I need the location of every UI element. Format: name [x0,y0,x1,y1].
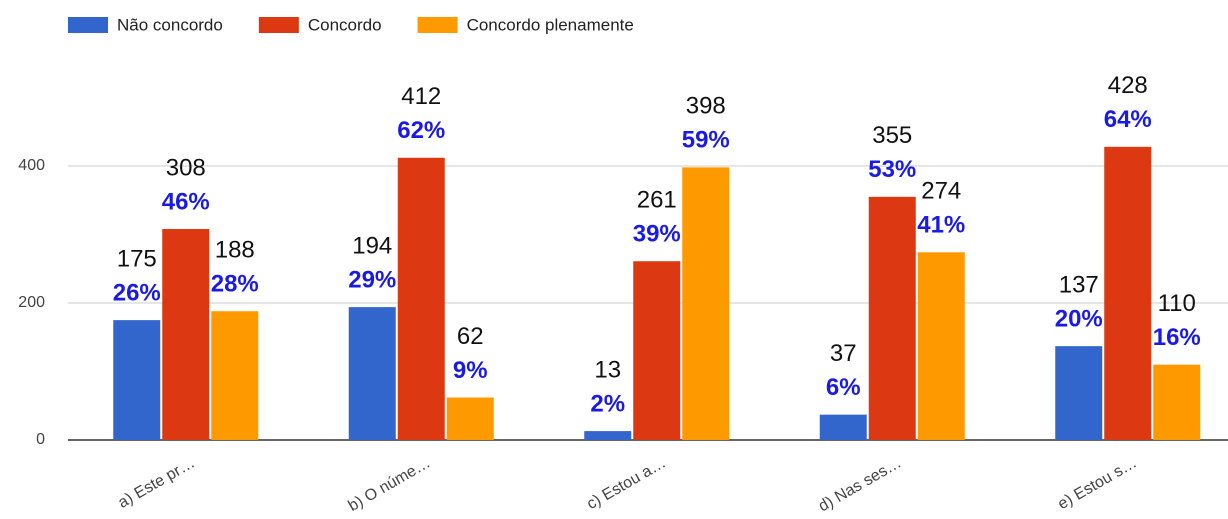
value-label: 398 [686,93,726,120]
bar [348,307,396,440]
bar [1153,364,1201,440]
percent-label: 46% [162,188,210,215]
percent-label: 59% [682,127,730,154]
percent-label: 20% [1055,305,1103,332]
x-tick-label: a) Este pr… [115,454,197,511]
percent-label: 64% [1104,106,1152,133]
y-tick-label: 400 [18,157,45,174]
bar [682,167,730,440]
value-label: 137 [1059,271,1099,298]
bar [162,229,210,440]
bar [1104,146,1152,440]
bar [584,431,632,440]
bar [868,196,916,440]
value-label: 175 [117,245,157,272]
percent-label: 62% [397,117,445,144]
bar [113,320,161,440]
y-tick-label: 0 [36,431,45,448]
legend-swatch [417,17,458,33]
x-tick-label: b) O núme… [346,454,434,515]
bar [446,397,494,440]
x-tick-label: d) Nas ses… [816,454,905,515]
bar [917,252,965,440]
percent-label: 41% [917,212,965,239]
value-label: 62 [457,323,484,350]
bar [633,261,681,440]
percent-label: 28% [211,271,259,298]
y-tick-label: 200 [18,294,45,311]
percent-label: 9% [453,357,488,384]
value-label: 37 [830,340,857,367]
legend-swatch [68,17,108,33]
percent-label: 29% [348,266,396,293]
x-tick-label: e) Estou s… [1055,454,1140,513]
bar [211,311,259,440]
bar [397,157,445,440]
legend-swatch [258,17,299,33]
percent-label: 6% [826,374,861,401]
value-label: 308 [166,154,206,181]
value-label: 110 [1158,290,1196,317]
percent-label: 39% [633,221,681,248]
value-label: 13 [594,356,621,383]
value-label: 412 [401,83,441,110]
percent-label: 2% [590,390,625,417]
value-label: 274 [921,178,961,205]
legend-label: Concordo [308,15,382,34]
percent-label: 53% [868,156,916,183]
value-label: 355 [872,122,912,149]
value-label: 428 [1108,72,1148,99]
percent-label: 26% [113,279,161,306]
percent-label: 16% [1153,324,1201,351]
bar [819,414,867,440]
x-tick-label: c) Estou a… [584,454,669,513]
legend-label: Não concordo [117,15,223,34]
value-label: 188 [215,237,255,264]
value-label: 261 [637,187,677,214]
bar [1055,346,1103,440]
value-label: 194 [352,232,392,259]
legend-label: Concordo plenamente [467,15,634,34]
